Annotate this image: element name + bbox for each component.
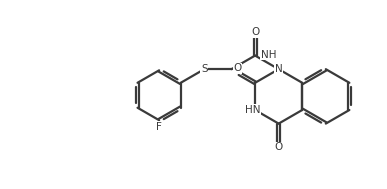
Text: F: F: [156, 122, 162, 132]
Text: N: N: [275, 64, 283, 74]
Text: O: O: [251, 27, 259, 37]
Text: HN: HN: [245, 105, 261, 115]
Text: O: O: [233, 64, 241, 73]
Text: S: S: [201, 64, 207, 74]
Text: NH: NH: [261, 50, 277, 60]
Text: O: O: [274, 142, 283, 152]
